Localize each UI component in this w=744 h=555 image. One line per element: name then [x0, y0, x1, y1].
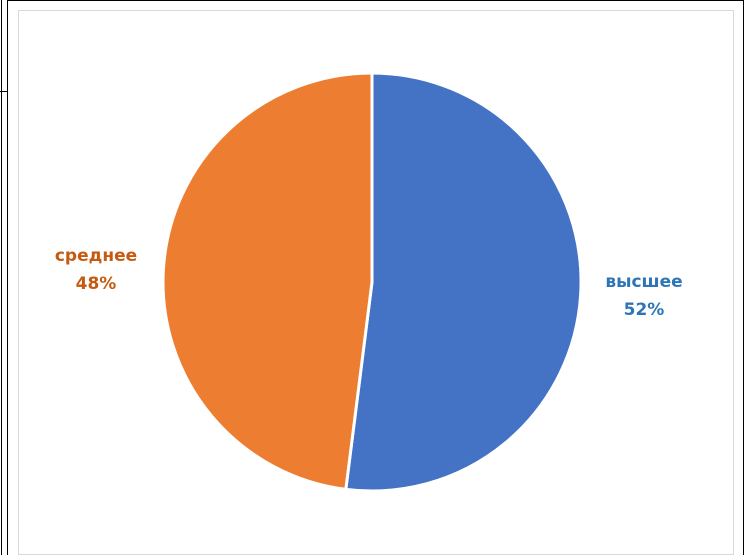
table-border-left-outer	[1, 0, 2, 555]
table-border-left-inner	[7, 0, 8, 555]
slice-value-label-2: 48%	[76, 274, 117, 294]
slice-category-label-2: среднее	[55, 246, 137, 266]
slice-category-label-1: высшее	[605, 272, 682, 292]
slice-value-label-1: 52%	[624, 300, 665, 320]
pie-slices	[161, 71, 583, 493]
pie-slice-1	[344, 71, 583, 493]
pie-slice-2	[161, 71, 374, 491]
table-border-top	[7, 0, 744, 1]
data-labels: высшее 52% среднее 48%	[55, 246, 683, 320]
table-border-top-left-stub	[0, 91, 8, 92]
